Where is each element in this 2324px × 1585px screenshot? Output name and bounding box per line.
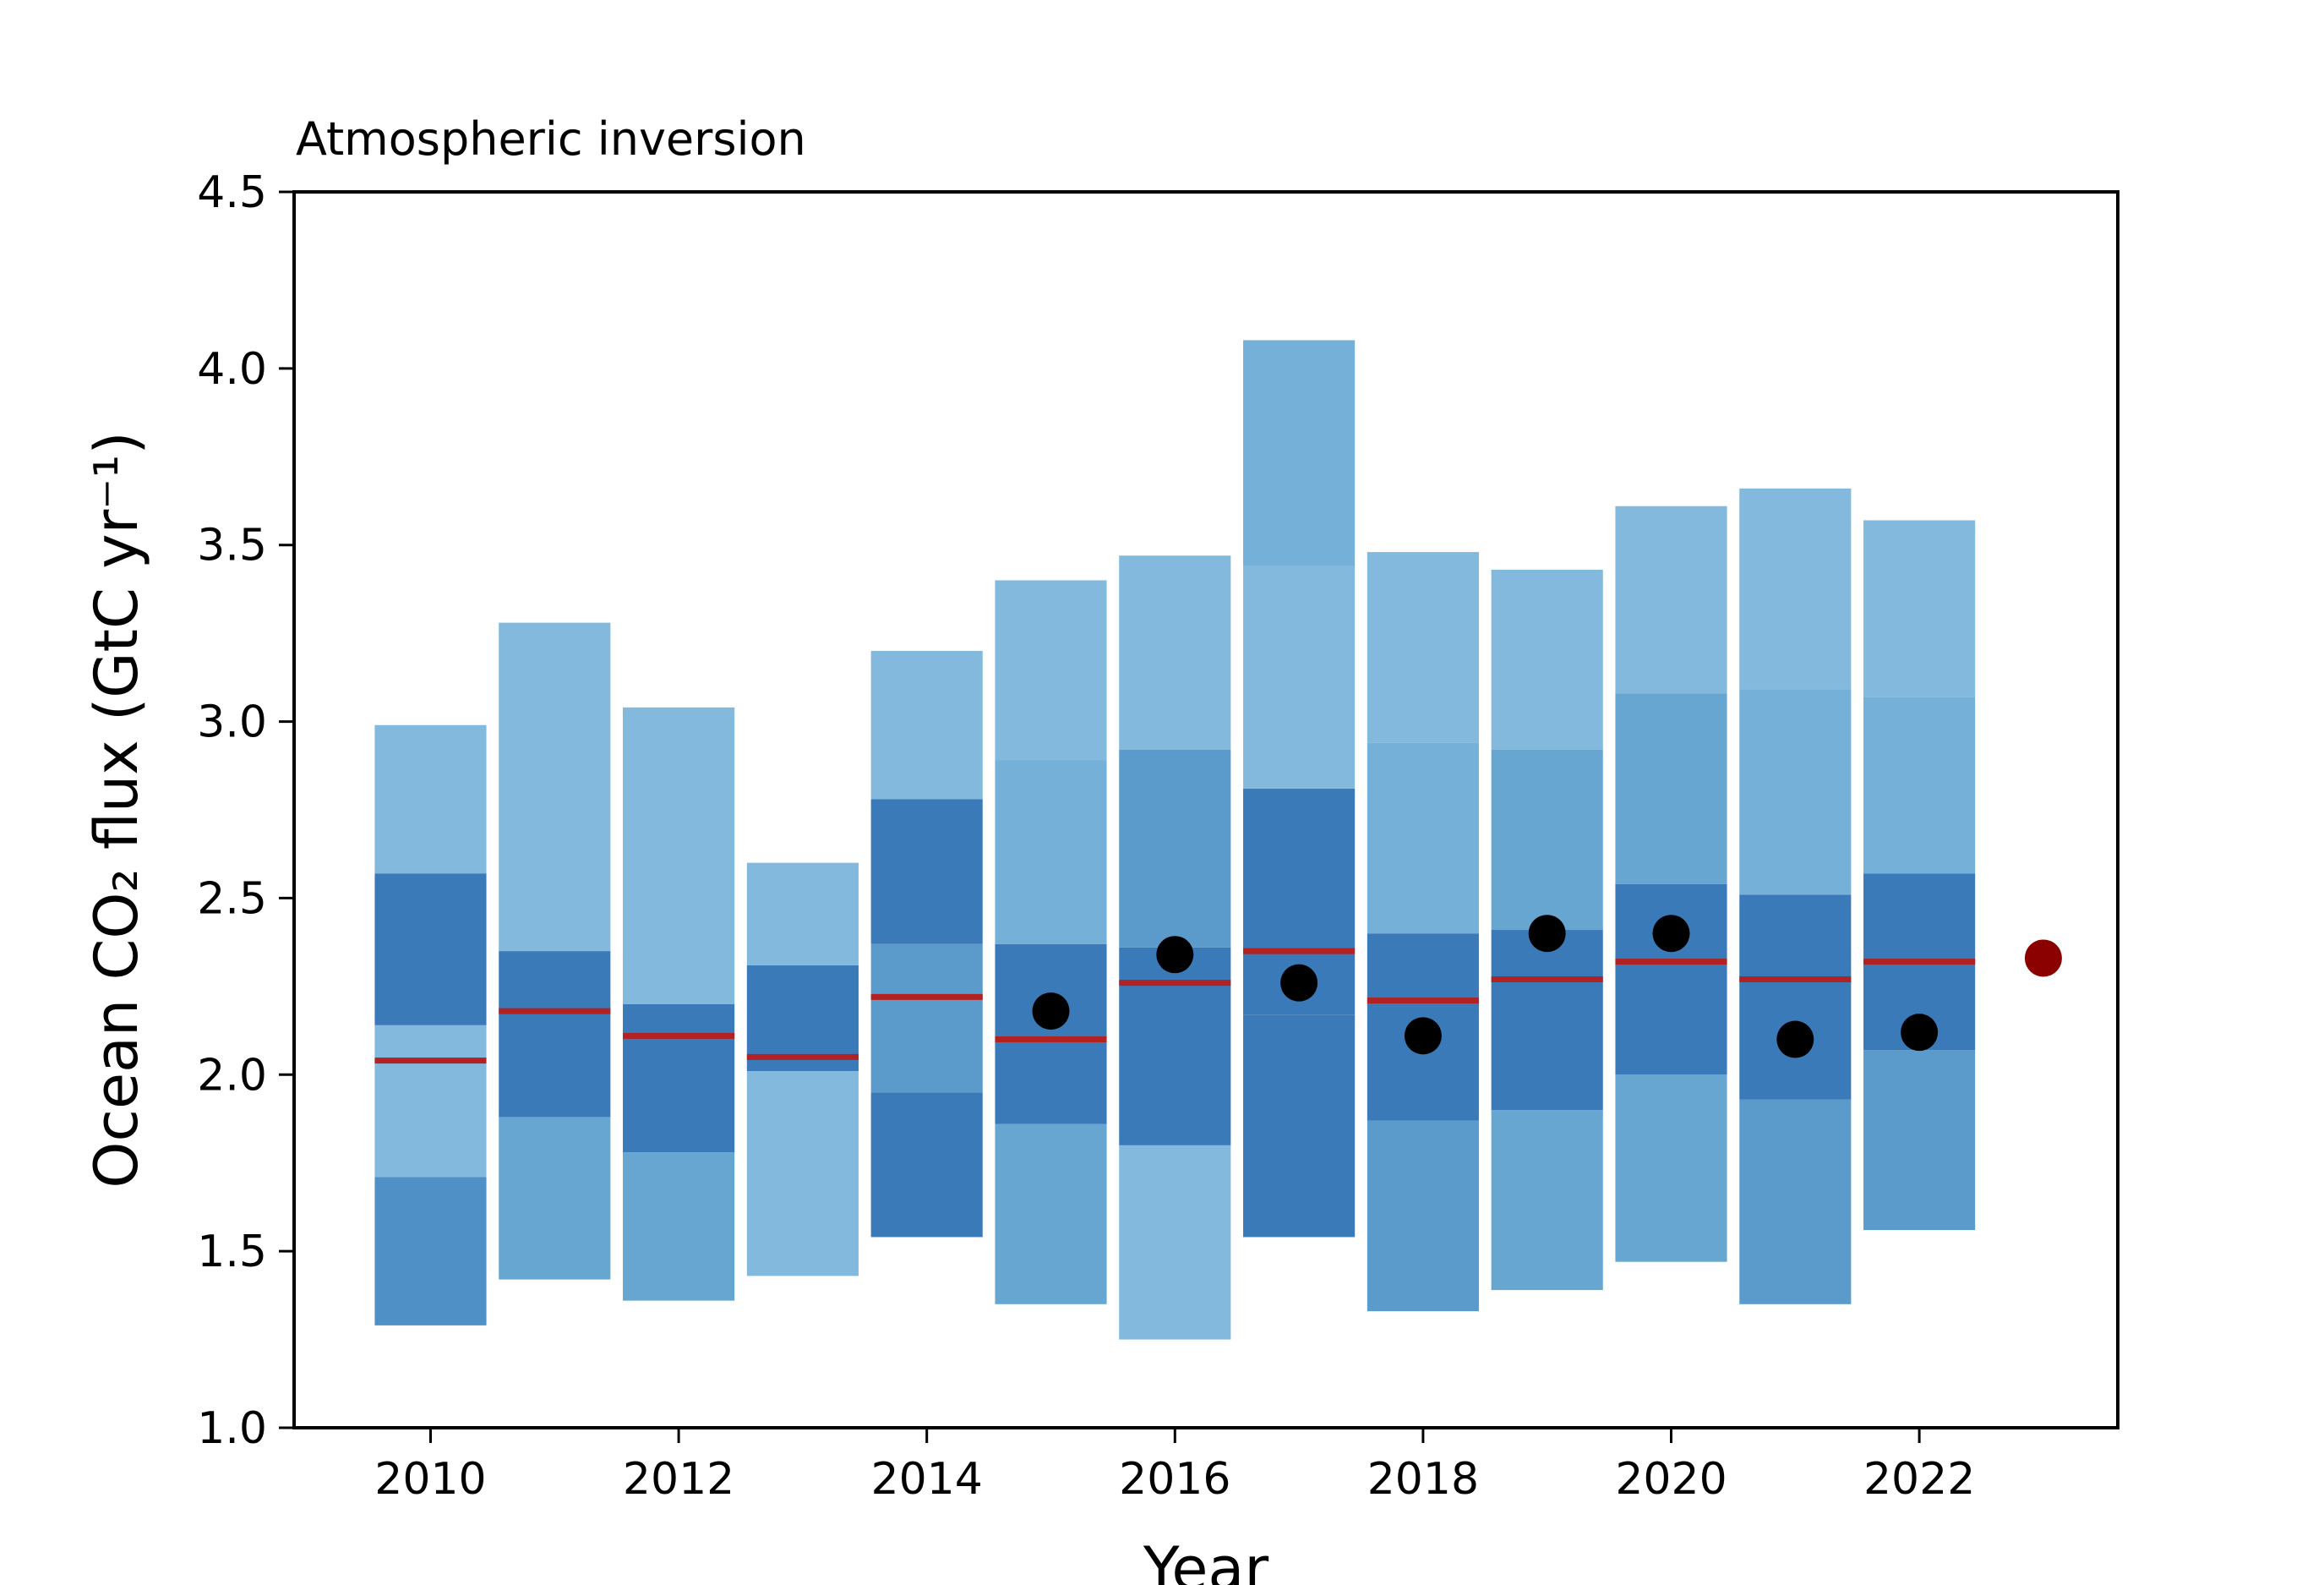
bar-segment-2016-1 xyxy=(1119,1145,1231,1340)
data-point-2017 xyxy=(1280,964,1318,1002)
bar-segment-2017-1 xyxy=(1243,1014,1356,1238)
bar-segment-2015-3 xyxy=(995,760,1107,944)
bar-segment-2020-2 xyxy=(1615,883,1727,1075)
bar-segment-2013-1 xyxy=(746,1071,859,1276)
bar-segment-2017-4 xyxy=(1243,340,1356,566)
y-tick-label-4.0: 4.0 xyxy=(197,344,267,395)
bar-group-2018 xyxy=(1367,552,1479,1312)
bar-segment-2012-2 xyxy=(623,1003,735,1153)
x-axis-label: Year xyxy=(1143,1534,1268,1585)
x-tick-label-2020: 2020 xyxy=(1615,1454,1727,1505)
plot-area xyxy=(374,340,2062,1340)
bar-segment-2018-4 xyxy=(1367,552,1479,743)
bar-segment-2020-1 xyxy=(1615,1074,1727,1262)
bar-segment-2015-2 xyxy=(995,943,1107,1124)
bar-segment-2012-3 xyxy=(623,707,735,1004)
bar-group-2013 xyxy=(746,862,859,1276)
bar-segment-2018-3 xyxy=(1367,742,1479,934)
bar-segment-2010-1 xyxy=(374,1177,487,1325)
y-tick-label-1.5: 1.5 xyxy=(197,1227,267,1277)
bar-group-2017 xyxy=(1243,340,1356,1238)
bar-segment-2017-3 xyxy=(1243,566,1356,789)
bar-segment-2014-1 xyxy=(870,1092,983,1238)
bar-segment-2011-2 xyxy=(499,951,611,1118)
y-tick-label-3.0: 3.0 xyxy=(197,697,267,748)
y-tick-label-1.0: 1.0 xyxy=(197,1403,267,1454)
chart-title: Atmospheric inversion xyxy=(296,112,806,166)
bar-segment-2016-2 xyxy=(1119,947,1231,1145)
data-point-2023 xyxy=(2024,939,2062,977)
y-tick-label-4.5: 4.5 xyxy=(197,167,267,218)
bar-segment-2015-4 xyxy=(995,580,1107,761)
bar-group-2010 xyxy=(374,724,487,1325)
y-axis: 1.0 1.5 2.0 2.5 3.0 3.5 4.0 4.5 xyxy=(197,167,294,1454)
bar-segment-2015-1 xyxy=(995,1123,1107,1304)
bar-segment-2011-3 xyxy=(499,622,611,952)
bar-group-2016 xyxy=(1119,555,1231,1340)
bar-segment-2022-1 xyxy=(1863,1050,1976,1231)
bar-segment-2020-4 xyxy=(1615,506,1727,694)
data-point-2019 xyxy=(1528,915,1566,953)
bar-segment-2016-3 xyxy=(1119,749,1231,948)
bar-segment-2021-4 xyxy=(1739,488,1852,690)
bar-segment-2020-3 xyxy=(1615,693,1727,884)
bar-segment-2010-2 xyxy=(374,1025,487,1178)
bar-segment-2013-2 xyxy=(746,965,859,1072)
bar-segment-2019-1 xyxy=(1491,1110,1603,1291)
x-tick-label-2022: 2022 xyxy=(1863,1454,1975,1505)
bar-segment-2011-1 xyxy=(499,1117,611,1280)
bar-group-2022 xyxy=(1863,520,1976,1231)
bar-segment-2021-2 xyxy=(1739,894,1852,1100)
data-point-2022 xyxy=(1901,1014,1939,1052)
bar-group-2015 xyxy=(995,580,1107,1304)
bar-segment-2016-4 xyxy=(1119,555,1231,750)
bar-segment-2010-3 xyxy=(374,873,487,1025)
y-tick-label-2.0: 2.0 xyxy=(197,1050,267,1101)
bar-segment-2019-3 xyxy=(1491,749,1603,931)
bar-segment-2022-4 xyxy=(1863,520,1976,697)
y-tick-label-2.5: 2.5 xyxy=(197,873,267,924)
plot-frame xyxy=(292,190,2119,1429)
data-point-2016 xyxy=(1156,936,1194,974)
bar-group-2021 xyxy=(1739,488,1852,1304)
bar-segment-2019-2 xyxy=(1491,930,1603,1111)
bar-segment-2021-1 xyxy=(1739,1099,1852,1304)
bar-group-2012 xyxy=(623,707,735,1301)
bar-segment-2013-3 xyxy=(746,862,859,965)
data-point-2018 xyxy=(1404,1017,1442,1055)
data-point-2015 xyxy=(1032,992,1070,1030)
bar-segment-2022-3 xyxy=(1863,697,1976,874)
data-point-2021 xyxy=(1776,1020,1814,1058)
bar-segment-2014-3 xyxy=(870,799,983,944)
x-tick-label-2010: 2010 xyxy=(374,1454,486,1505)
x-tick-label-2018: 2018 xyxy=(1367,1454,1479,1505)
x-tick-label-2014: 2014 xyxy=(871,1454,983,1505)
x-axis: 2010 2012 2014 2016 2018 2020 2022 xyxy=(374,1428,1975,1505)
bar-segment-2018-1 xyxy=(1367,1120,1479,1312)
bar-segment-2021-3 xyxy=(1739,689,1852,895)
bar-group-2011 xyxy=(499,622,611,1280)
bar-segment-2014-2 xyxy=(870,943,983,1093)
y-axis-label: Ocean CO₂ flux (GtC yr⁻¹) xyxy=(82,431,151,1188)
x-tick-label-2016: 2016 xyxy=(1119,1454,1230,1505)
bar-segment-2019-4 xyxy=(1491,569,1603,750)
bar-segment-2010-4 xyxy=(374,724,487,874)
bar-group-2019 xyxy=(1491,569,1603,1291)
x-tick-label-2012: 2012 xyxy=(623,1454,734,1505)
y-tick-label-3.5: 3.5 xyxy=(197,521,267,571)
bar-segment-2012-1 xyxy=(623,1152,735,1301)
bar-group-2020 xyxy=(1615,506,1727,1262)
data-point-2020 xyxy=(1652,915,1690,953)
bar-segment-2014-4 xyxy=(870,651,983,800)
bar-group-2014 xyxy=(870,651,983,1238)
